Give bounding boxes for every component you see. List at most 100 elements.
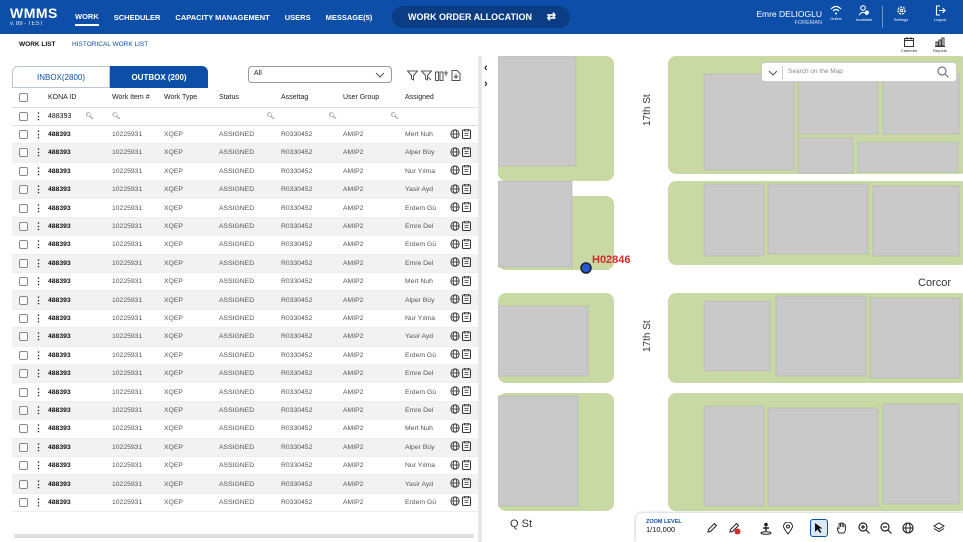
clear-filter-button[interactable] [420,68,433,86]
calendar-button[interactable]: Calendar [898,37,920,53]
filter-search-icon-status[interactable]: 🔍︎ [266,113,275,121]
filter-input-work-item[interactable]: 🔍︎ [112,113,121,121]
row-menu-icon[interactable]: ⋮ [34,239,43,250]
row-checkbox[interactable] [19,332,28,342]
row-checkbox[interactable] [19,424,28,434]
clipboard-icon[interactable] [461,257,471,269]
street-view-button[interactable] [757,519,775,537]
pan-tool-button[interactable] [833,519,851,537]
row-menu-icon[interactable]: ⋮ [34,276,43,287]
globe-icon[interactable] [449,331,460,343]
row-menu-icon[interactable]: ⋮ [34,294,43,305]
chevron-left-icon[interactable]: ‹ [484,62,488,74]
globe-icon[interactable] [449,128,460,141]
row-menu-icon[interactable]: ⋮ [34,478,43,489]
row-menu-icon[interactable]: ⋮ [34,202,43,213]
row-checkbox[interactable] [19,240,28,250]
globe-button[interactable] [899,519,917,537]
table-row[interactable]: ⋮ 488393 10225931 XQEP ASSIGNED R0330452 AMIP2… [12,382,478,402]
filter-select[interactable]: All [248,66,392,83]
clipboard-icon[interactable] [461,404,471,416]
table-row[interactable]: ⋮ 488393 10225931 XQEP ASSIGNED R0330452 AMIP2… [12,364,478,384]
grid-vertical-scrollbar[interactable] [478,56,482,542]
clipboard-icon[interactable] [461,202,471,214]
row-menu-icon[interactable]: ⋮ [34,147,43,158]
row-menu-icon[interactable]: ⋮ [34,165,43,176]
row-checkbox[interactable] [19,369,28,379]
select-all-checkbox[interactable] [19,93,28,103]
draw-button[interactable] [703,519,721,537]
location-button[interactable] [779,519,797,537]
export-button[interactable] [451,68,461,86]
filter-input-work-type[interactable] [164,107,219,126]
chevron-down-icon[interactable] [768,67,778,79]
row-checkbox[interactable] [19,258,28,268]
row-menu-icon[interactable]: ⋮ [34,349,43,360]
clipboard-icon[interactable] [461,496,471,508]
globe-icon[interactable] [449,441,460,453]
row-checkbox[interactable] [19,387,28,397]
row-checkbox[interactable] [19,479,28,489]
row-menu-icon[interactable]: ⋮ [34,460,43,471]
globe-icon[interactable] [449,239,460,251]
clipboard-icon[interactable] [461,293,471,306]
table-row[interactable]: ⋮ 488393 10225931 XQEP ASSIGNED R0330452 AMIP2… [12,401,478,421]
globe-icon[interactable] [449,147,460,159]
row-menu-icon[interactable]: ⋮ [34,516,43,517]
clipboard-icon[interactable] [461,477,471,490]
globe-icon[interactable] [449,202,460,214]
map-search-input[interactable]: Search on the Map [761,62,957,82]
reports-button[interactable]: Reports [929,37,951,53]
globe-icon[interactable] [449,386,460,398]
clipboard-icon[interactable] [461,238,471,251]
globe-icon[interactable] [449,184,460,196]
clipboard-icon[interactable] [461,146,471,159]
table-row[interactable]: ⋮ 488393 10225931 XQEP ASSIGNED R0330452 AMIP2… [12,346,478,365]
clipboard-icon[interactable] [461,220,471,233]
user-info[interactable]: Emre DELIOGLU FOREMAN [740,9,822,27]
table-row[interactable]: ⋮ 488393 10225931 XQEP ASSIGNED R0330452 AMIP2… [12,143,478,163]
row-menu-icon[interactable]: ⋮ [34,423,43,434]
globe-icon[interactable] [449,294,460,306]
globe-icon[interactable] [449,220,460,233]
clipboard-icon[interactable] [461,459,471,472]
row-menu-icon[interactable]: ⋮ [34,404,43,415]
clipboard-icon[interactable] [461,330,471,343]
column-header-assettag[interactable]: Assettag [281,89,343,108]
clipboard-icon[interactable] [461,183,471,196]
clipboard-icon[interactable] [461,367,471,380]
clipboard-icon[interactable] [461,441,471,453]
tab-inbox[interactable]: INBOX(2800) [12,66,110,88]
clipboard-icon[interactable] [461,349,471,361]
filter-row-checkbox[interactable] [19,111,28,121]
column-header-assigned[interactable]: Assigned [405,89,442,108]
row-checkbox[interactable] [19,461,28,471]
tab-historical-work-list[interactable]: HISTORICAL WORK LIST [72,41,149,48]
row-checkbox[interactable] [19,203,28,213]
nav-item-capacity-management[interactable]: CAPACITY MANAGEMENT [175,12,270,22]
column-header-work-item[interactable]: Work Item # [112,89,164,108]
nav-item-work[interactable]: WORK [75,8,99,26]
row-menu-icon[interactable]: ⋮ [34,129,43,140]
row-checkbox[interactable] [19,222,28,232]
table-row[interactable]: ⋮ 488393 10225931 XQEP ASSIGNED R0330452 AMIP2… [12,419,478,439]
row-checkbox[interactable] [19,313,28,323]
column-header-status[interactable]: Status [219,89,281,108]
row-checkbox[interactable] [19,185,28,195]
clipboard-icon[interactable] [461,128,471,141]
row-checkbox[interactable] [19,295,28,305]
columns-button[interactable] [435,68,448,86]
search-icon[interactable] [937,66,949,78]
tab-work-list[interactable]: WORK LIST [19,41,56,48]
map-view[interactable]: H02846 17th St 17th St Corcor Q St [498,56,963,542]
marker-label[interactable]: H02846 [592,254,631,266]
table-row[interactable]: ⋮ 488393 10225931 XQEP ASSIGNED R0330452 AMIP2… [12,235,478,255]
row-menu-icon[interactable]: ⋮ [34,331,43,342]
column-header-user-group[interactable]: User Group [343,89,405,108]
row-menu-icon[interactable]: ⋮ [34,312,43,323]
search-icon[interactable]: 🔍︎ [85,113,94,121]
online-status[interactable]: Online [823,5,849,21]
row-checkbox[interactable] [19,277,28,287]
table-row[interactable]: ⋮ 488393 10225931 XQEP ASSIGNED R0330452 AMIP2… [12,456,478,476]
table-row[interactable]: ⋮ 488393 10225931 XQEP ASSIGNED R0330452 AMIP2… [12,217,478,237]
